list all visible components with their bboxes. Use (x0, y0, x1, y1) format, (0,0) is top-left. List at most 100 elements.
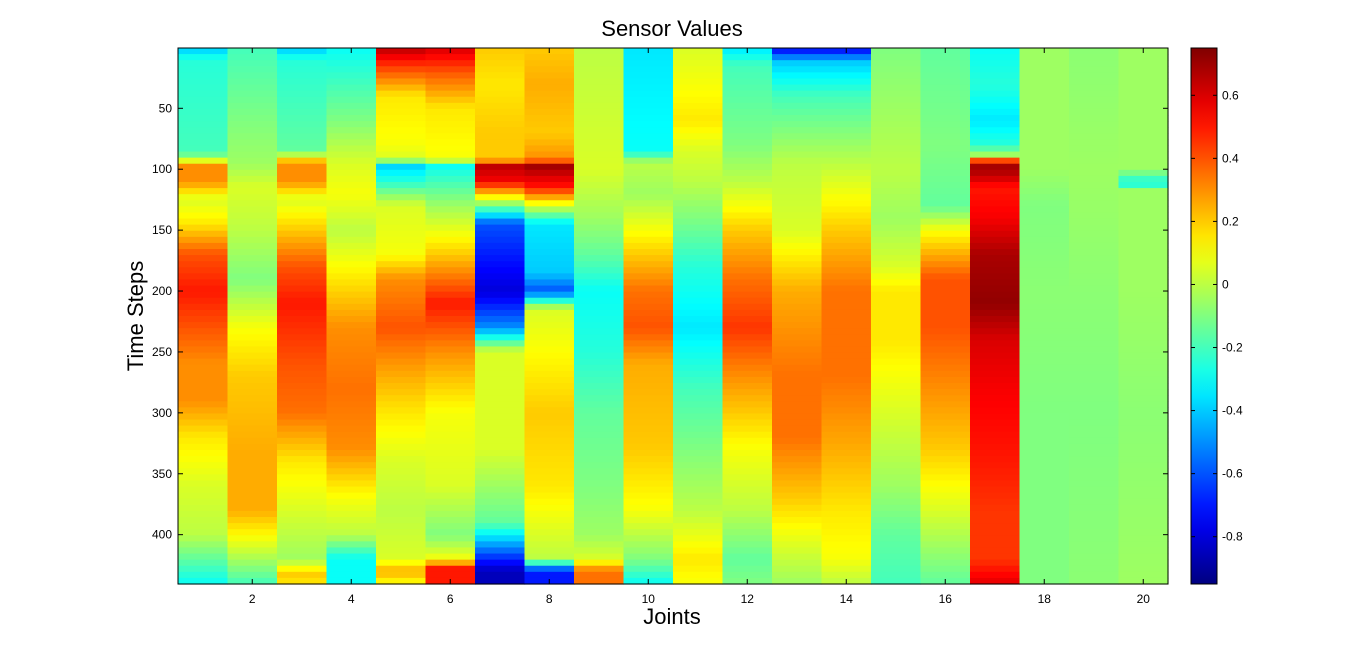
heatmap-cell (178, 474, 229, 482)
heatmap-cell (277, 163, 328, 171)
heatmap-cell (524, 242, 575, 250)
heatmap-cell (722, 565, 773, 573)
heatmap-cell (623, 492, 674, 500)
heatmap-cell (1118, 72, 1169, 80)
heatmap-cell (623, 370, 674, 378)
heatmap-cell (722, 90, 773, 98)
heatmap-cell (178, 401, 229, 408)
heatmap-cell (376, 443, 427, 451)
heatmap-cell (623, 102, 674, 110)
heatmap-cell (326, 60, 377, 67)
heatmap-cell (623, 389, 674, 396)
heatmap-cell (722, 571, 773, 579)
heatmap-cell (772, 151, 823, 159)
heatmap-cell (277, 157, 328, 165)
heatmap-cell (1069, 163, 1120, 171)
heatmap-cell (277, 553, 328, 561)
heatmap-cell (475, 547, 526, 555)
heatmap-cell (871, 571, 922, 579)
heatmap-cell (475, 364, 526, 372)
heatmap-cell (673, 169, 724, 177)
heatmap-cell (475, 358, 526, 366)
heatmap-cell (1069, 437, 1120, 445)
heatmap-cell (574, 523, 625, 530)
heatmap-cell (178, 443, 229, 451)
heatmap-cell (574, 492, 625, 500)
heatmap-cell (326, 529, 377, 536)
heatmap-cell (376, 291, 427, 299)
heatmap-cell (623, 559, 674, 567)
heatmap-cell (178, 547, 229, 555)
heatmap-cell (475, 346, 526, 354)
heatmap-cell (574, 303, 625, 311)
heatmap-cell (920, 200, 971, 207)
x-tick-label: 8 (546, 592, 553, 606)
heatmap-cell (425, 108, 476, 116)
heatmap-cell (574, 218, 625, 226)
heatmap-cell (475, 407, 526, 415)
heatmap-cell (1069, 96, 1120, 104)
heatmap-cell (871, 529, 922, 536)
heatmap-cell (623, 96, 674, 104)
heatmap-cell (1069, 419, 1120, 427)
heatmap-cell (920, 66, 971, 73)
heatmap-cell (574, 565, 625, 573)
heatmap-cell (227, 303, 278, 311)
heatmap-cell (1118, 334, 1169, 341)
heatmap-cell (772, 188, 823, 195)
heatmap-cell (425, 309, 476, 317)
heatmap-cell (871, 72, 922, 80)
heatmap-cell (574, 60, 625, 67)
heatmap-cell (1118, 230, 1169, 238)
heatmap-cell (970, 303, 1021, 311)
heatmap-cell (772, 328, 823, 335)
heatmap-cell (326, 413, 377, 421)
heatmap-cell (277, 212, 328, 220)
heatmap-cell (524, 376, 575, 384)
heatmap-cell (871, 297, 922, 305)
heatmap-cell (623, 115, 674, 122)
heatmap-cell (920, 90, 971, 98)
heatmap-cell (673, 559, 724, 567)
heatmap-cell (722, 425, 773, 433)
heatmap-cell (425, 389, 476, 396)
heatmap-cell (1118, 218, 1169, 226)
heatmap-cell (623, 498, 674, 506)
heatmap-cell (920, 206, 971, 214)
colorbar (1190, 47, 1218, 585)
heatmap-cell (425, 328, 476, 335)
heatmap-cell (821, 261, 872, 268)
heatmap-cell (920, 54, 971, 61)
heatmap-cell (871, 419, 922, 427)
heatmap-cell (277, 206, 328, 214)
heatmap-cell (871, 242, 922, 250)
heatmap-cell (970, 182, 1021, 189)
heatmap-cell (1118, 145, 1169, 153)
heatmap-cell (1069, 535, 1120, 542)
heatmap-cell (1118, 480, 1169, 488)
heatmap-cell (623, 340, 674, 348)
heatmap-cell (1118, 54, 1169, 61)
heatmap-cell (326, 54, 377, 61)
heatmap-cell (376, 242, 427, 250)
heatmap-cell (920, 309, 971, 317)
heatmap-cell (524, 279, 575, 287)
heatmap-cell (871, 303, 922, 311)
heatmap-cell (475, 84, 526, 92)
heatmap-cell (623, 517, 674, 524)
heatmap-cell (475, 468, 526, 475)
heatmap-cell (376, 553, 427, 561)
heatmap-cell (1118, 370, 1169, 378)
heatmap-cell (326, 96, 377, 104)
heatmap-cell (1069, 291, 1120, 299)
heatmap-cell (920, 450, 971, 457)
heatmap-cell (277, 498, 328, 506)
heatmap-cell (1019, 450, 1070, 457)
heatmap-cell (673, 413, 724, 421)
heatmap-cell (425, 224, 476, 232)
heatmap-cell (623, 157, 674, 165)
heatmap-cell (277, 169, 328, 177)
heatmap-cell (277, 419, 328, 427)
heatmap-cell (623, 200, 674, 207)
heatmap-cell (1019, 352, 1070, 360)
